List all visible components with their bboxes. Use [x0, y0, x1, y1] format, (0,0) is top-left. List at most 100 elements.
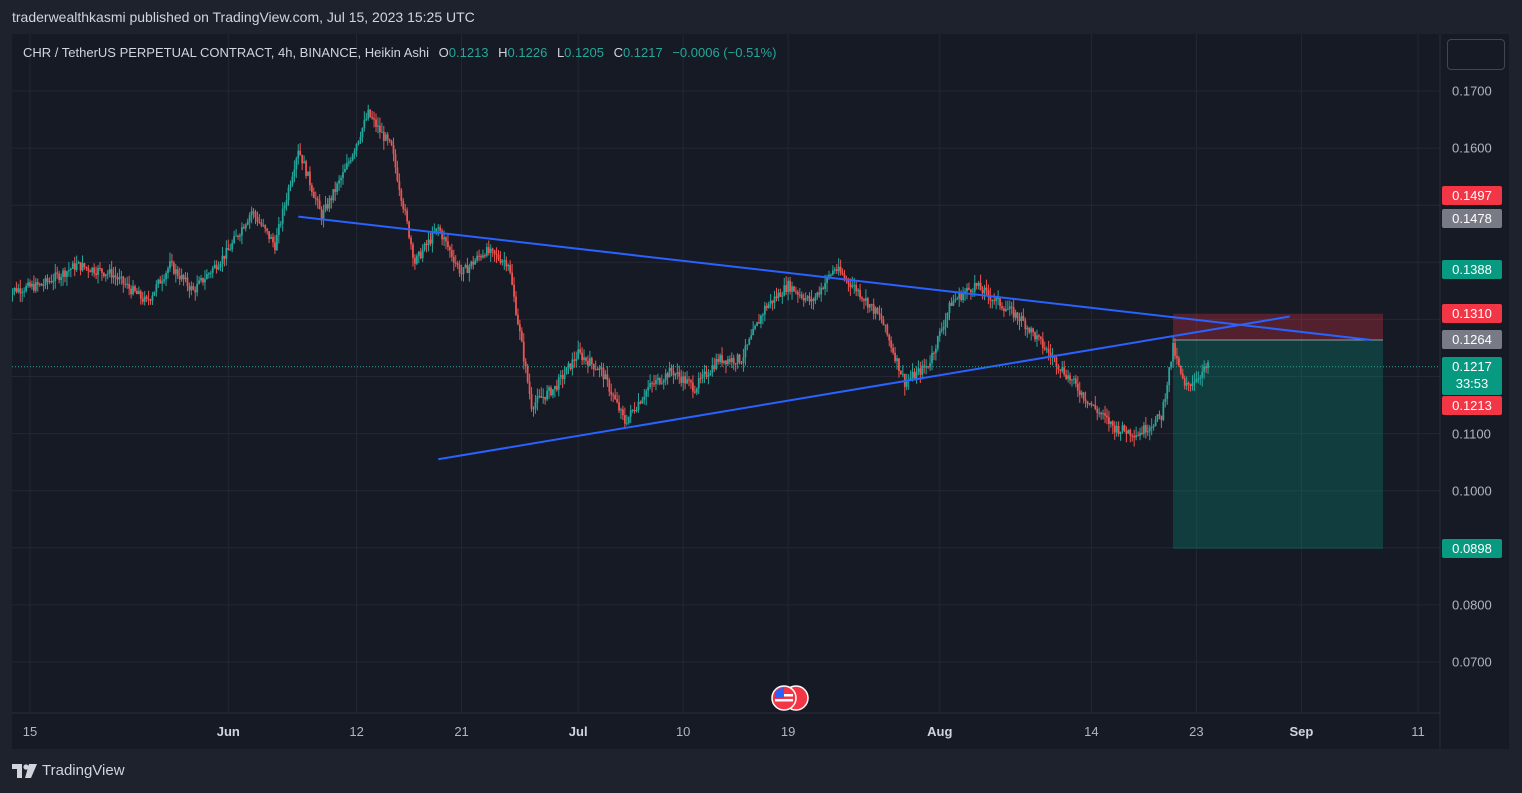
candle-down	[919, 368, 922, 375]
candle-up	[250, 211, 253, 216]
candle-up	[431, 232, 434, 244]
candle-up	[548, 387, 550, 391]
candle-up	[565, 367, 568, 375]
candle-up	[709, 372, 712, 376]
candle-down	[382, 131, 385, 141]
candle-down	[1141, 432, 1143, 435]
candle-up	[915, 371, 918, 379]
candle-up	[763, 305, 766, 315]
candle-down	[272, 237, 274, 243]
candle-down	[725, 360, 727, 365]
candle-up	[662, 380, 665, 383]
candle-down	[933, 352, 935, 354]
candle-down	[550, 387, 552, 396]
candle-up	[604, 374, 607, 380]
candle-up	[336, 183, 339, 192]
candle-down	[412, 244, 414, 258]
candle-down	[758, 322, 760, 324]
candle-up	[347, 161, 350, 164]
us-events-icon[interactable]	[770, 685, 810, 711]
candle-up	[1073, 378, 1075, 380]
candle-up	[853, 285, 856, 287]
candle-down	[555, 385, 558, 390]
candle-up	[748, 338, 751, 345]
candle-down	[404, 209, 407, 211]
candle-up	[787, 280, 790, 292]
candle-down	[808, 296, 811, 302]
candle-down	[653, 383, 655, 385]
candle-down	[188, 286, 191, 291]
candle-up	[97, 267, 99, 275]
candle-up	[934, 348, 937, 353]
candle-down	[775, 296, 778, 299]
x-tick-label: Jun	[216, 724, 240, 739]
candle-down	[876, 307, 879, 314]
candle-up	[229, 249, 232, 251]
candle-up	[415, 255, 418, 264]
price-tag-0.0898: 0.0898	[1442, 539, 1502, 558]
candle-up	[783, 285, 786, 296]
candle-down	[192, 286, 195, 290]
y-tick-label: 0.1100	[1452, 426, 1491, 442]
candle-down	[89, 270, 92, 273]
candle-down	[215, 264, 218, 270]
candle-up	[1193, 382, 1196, 384]
candle-down	[114, 275, 117, 278]
candle-up	[75, 263, 78, 270]
x-tick-label: 12	[349, 724, 364, 739]
close-key: C	[613, 45, 623, 60]
candle-up	[874, 307, 877, 314]
candle-down	[141, 298, 144, 302]
candle-up	[865, 298, 867, 301]
candle-up	[620, 409, 622, 411]
candle-down	[841, 272, 844, 275]
candle-up	[38, 283, 41, 285]
candle-down	[913, 372, 916, 379]
candle-up	[207, 273, 210, 275]
scale-settings-button[interactable]	[1447, 39, 1505, 70]
candle-up	[246, 221, 249, 225]
candle-down	[1065, 374, 1068, 379]
candle-down	[614, 395, 617, 400]
candle-up	[60, 276, 63, 281]
candle-down	[95, 273, 97, 275]
candle-up	[340, 177, 342, 181]
price-chart[interactable]	[12, 34, 1509, 749]
candle-down	[1117, 425, 1120, 434]
candle-up	[279, 223, 282, 225]
x-tick-label: 14	[1084, 724, 1099, 739]
candle-up	[1092, 404, 1095, 406]
candle-down	[950, 302, 953, 306]
candle-up	[546, 390, 548, 400]
candle-down	[855, 285, 858, 292]
chart-frame[interactable]: CHR / TetherUS PERPETUAL CONTRACT, 4h, B…	[12, 34, 1509, 749]
candle-up	[34, 282, 37, 291]
candle-up	[54, 272, 57, 281]
candle-down	[145, 296, 148, 299]
candle-up	[248, 215, 251, 222]
candle-up	[754, 325, 757, 329]
high-key: H	[498, 45, 508, 60]
candle-up	[744, 345, 747, 358]
candle-up	[956, 298, 959, 300]
candle-down	[618, 402, 620, 411]
candle-down	[1177, 358, 1180, 366]
candle-up	[81, 263, 84, 271]
candle-up	[1164, 398, 1167, 402]
candle-down	[456, 263, 459, 265]
candle-up	[198, 280, 201, 284]
tradingview-logo[interactable]: TradingView	[12, 762, 125, 779]
candle-down	[40, 283, 43, 286]
candle-down	[237, 235, 239, 237]
candle-up	[196, 283, 199, 293]
candle-up	[1168, 367, 1171, 386]
symbol-legend[interactable]: CHR / TetherUS PERPETUAL CONTRACT, 4h, B…	[23, 45, 776, 60]
candle-down	[223, 255, 226, 259]
candle-down	[526, 366, 529, 382]
candle-up	[1067, 375, 1069, 379]
price-tag-0.1478: 0.1478	[1442, 209, 1502, 228]
candle-up	[349, 160, 352, 162]
candle-down	[670, 367, 673, 372]
candle-down	[56, 272, 59, 274]
candle-up	[137, 291, 140, 295]
